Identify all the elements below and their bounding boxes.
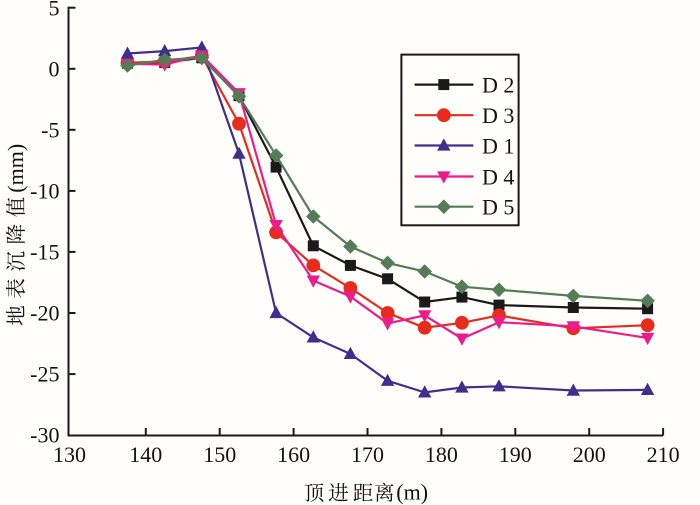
svg-text:160: 160 [277, 442, 310, 467]
svg-text:-10: -10 [30, 179, 59, 204]
svg-text:D 3: D 3 [482, 103, 514, 128]
svg-text:(m): (m) [396, 480, 428, 505]
svg-text:130: 130 [53, 442, 86, 467]
svg-text:190: 190 [499, 442, 532, 467]
svg-text:-25: -25 [30, 362, 59, 387]
svg-text:-5: -5 [41, 117, 59, 142]
svg-text:180: 180 [425, 442, 458, 467]
svg-text:D 1: D 1 [482, 133, 514, 158]
svg-text:D 4: D 4 [482, 164, 514, 189]
svg-text:0: 0 [49, 56, 60, 81]
svg-text:200: 200 [573, 442, 606, 467]
svg-text:150: 150 [203, 442, 236, 467]
svg-text:-15: -15 [30, 240, 59, 265]
svg-text:-20: -20 [30, 301, 59, 326]
svg-text:140: 140 [129, 442, 162, 467]
svg-text:(mm): (mm) [3, 144, 28, 193]
svg-text:-30: -30 [30, 423, 59, 448]
svg-text:5: 5 [49, 0, 60, 20]
svg-text:170: 170 [351, 442, 384, 467]
svg-text:D 5: D 5 [482, 195, 514, 220]
svg-text:210: 210 [647, 442, 680, 467]
svg-text:D 2: D 2 [482, 72, 514, 97]
